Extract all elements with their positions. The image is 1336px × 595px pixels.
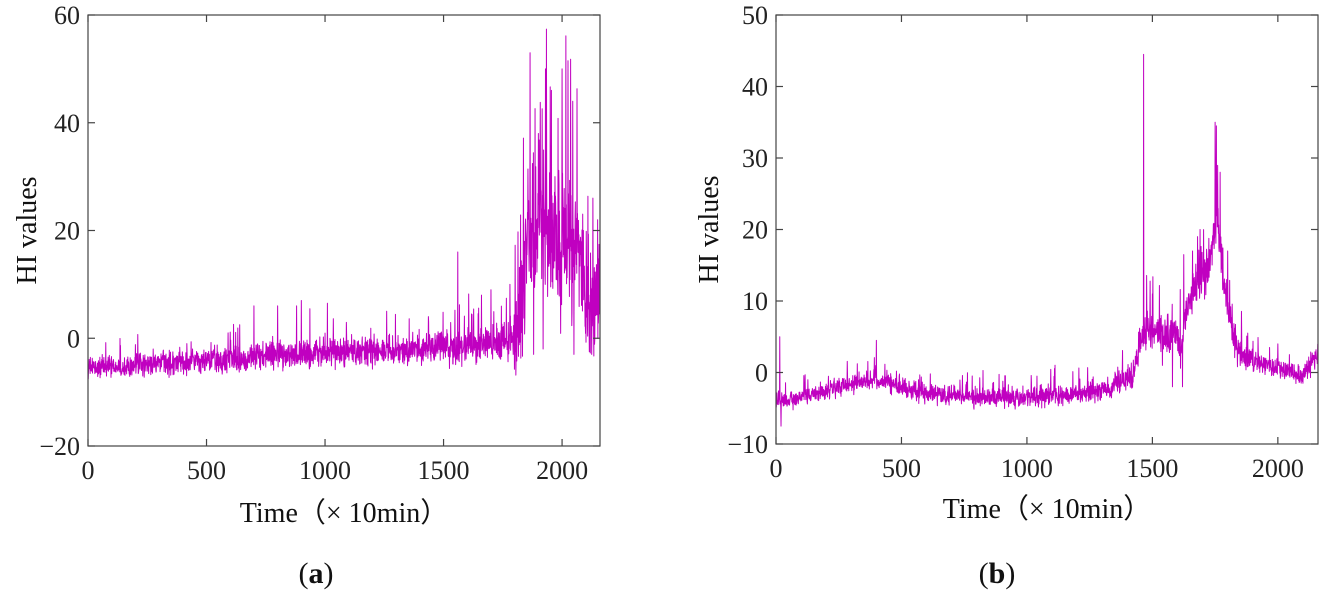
y-axis-label: HI values bbox=[12, 176, 43, 284]
y-tick-label: 0 bbox=[67, 324, 80, 353]
y-tick-label: 40 bbox=[54, 109, 80, 138]
y-tick-label: 20 bbox=[54, 217, 80, 246]
y-tick-label: 0 bbox=[755, 359, 768, 388]
x-tick-label: 1500 bbox=[418, 456, 470, 485]
x-tick-label: 2000 bbox=[536, 456, 588, 485]
x-tick-label: 1500 bbox=[1126, 454, 1178, 483]
x-axis-label: Time（× 10min） bbox=[943, 493, 1151, 525]
x-tick-label: 1000 bbox=[299, 456, 351, 485]
y-tick-label: 10 bbox=[742, 287, 768, 316]
hi-series-line bbox=[776, 53, 1318, 427]
x-tick-label: 0 bbox=[82, 456, 95, 485]
y-tick-label: 40 bbox=[742, 73, 768, 102]
panel-label: (b) bbox=[979, 557, 1016, 590]
x-tick-label: 500 bbox=[187, 456, 226, 485]
x-tick-label: 500 bbox=[882, 454, 921, 483]
x-tick-label: 2000 bbox=[1252, 454, 1304, 483]
y-tick-label: 20 bbox=[742, 216, 768, 245]
y-tick-label: 50 bbox=[742, 1, 768, 30]
x-axis-label: Time（× 10min） bbox=[240, 497, 448, 529]
x-tick-label: 1000 bbox=[1001, 454, 1053, 483]
panel-label: (a) bbox=[299, 557, 334, 590]
y-tick-label: −20 bbox=[39, 432, 80, 461]
y-tick-label: −10 bbox=[727, 430, 768, 459]
y-axis-label: HI values bbox=[694, 175, 725, 283]
y-tick-label: 30 bbox=[742, 144, 768, 173]
x-tick-label: 0 bbox=[770, 454, 783, 483]
y-tick-label: 60 bbox=[54, 1, 80, 30]
hi-series-line bbox=[88, 28, 600, 380]
